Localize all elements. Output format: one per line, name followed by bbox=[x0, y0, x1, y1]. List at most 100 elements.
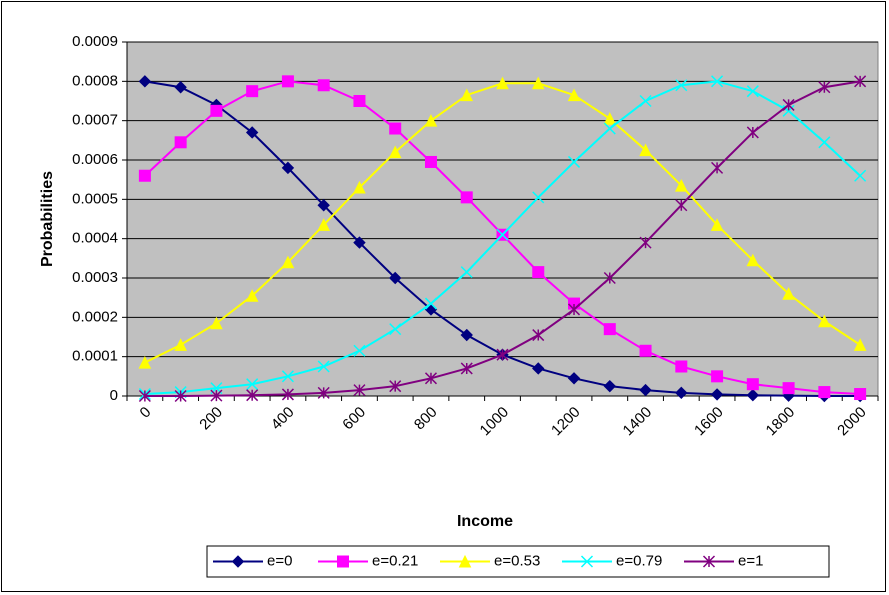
marker bbox=[317, 79, 330, 92]
marker bbox=[317, 199, 330, 212]
marker bbox=[711, 75, 724, 88]
y-tick-label: 0.0004 bbox=[72, 230, 118, 247]
marker bbox=[174, 81, 187, 94]
marker bbox=[746, 85, 759, 98]
marker bbox=[603, 112, 617, 125]
marker bbox=[281, 388, 294, 401]
legend-label: e=1 bbox=[738, 552, 763, 569]
marker bbox=[496, 228, 509, 241]
marker bbox=[782, 382, 795, 395]
marker bbox=[818, 81, 831, 94]
marker bbox=[532, 266, 545, 279]
marker bbox=[281, 255, 295, 269]
marker bbox=[353, 344, 366, 357]
marker bbox=[639, 383, 652, 397]
marker bbox=[424, 155, 437, 168]
marker bbox=[710, 218, 724, 231]
marker bbox=[389, 323, 402, 336]
marker bbox=[710, 388, 724, 401]
marker bbox=[567, 155, 581, 168]
marker bbox=[245, 126, 259, 139]
marker bbox=[317, 218, 330, 231]
marker bbox=[246, 389, 259, 402]
marker bbox=[460, 191, 473, 204]
marker bbox=[246, 85, 259, 98]
marker bbox=[138, 355, 152, 369]
marker bbox=[675, 386, 688, 400]
marker bbox=[210, 104, 223, 117]
marker bbox=[675, 178, 688, 192]
marker bbox=[711, 161, 724, 174]
marker bbox=[353, 236, 366, 249]
marker bbox=[496, 76, 509, 90]
marker bbox=[746, 389, 760, 402]
marker bbox=[603, 379, 616, 393]
y-tick-label: 0.0006 bbox=[72, 151, 118, 168]
marker bbox=[853, 338, 867, 351]
marker bbox=[639, 143, 652, 157]
marker bbox=[138, 389, 151, 403]
marker bbox=[818, 314, 831, 328]
marker bbox=[138, 169, 151, 182]
marker bbox=[246, 378, 259, 391]
marker bbox=[353, 384, 366, 397]
y-tick-label: 0 bbox=[110, 387, 118, 404]
marker bbox=[317, 386, 330, 399]
marker bbox=[603, 323, 616, 336]
marker bbox=[174, 338, 187, 351]
marker bbox=[639, 94, 652, 108]
marker bbox=[675, 360, 688, 373]
marker bbox=[174, 136, 187, 149]
marker bbox=[603, 271, 616, 285]
marker bbox=[567, 88, 581, 102]
marker bbox=[353, 180, 366, 194]
marker bbox=[603, 122, 616, 135]
marker bbox=[210, 389, 223, 402]
marker bbox=[458, 554, 472, 568]
marker bbox=[532, 362, 545, 375]
marker bbox=[580, 555, 594, 568]
marker bbox=[210, 316, 223, 330]
marker bbox=[702, 555, 716, 568]
marker bbox=[675, 79, 688, 92]
marker bbox=[567, 303, 581, 316]
legend-label: e=0.53 bbox=[494, 552, 540, 569]
y-tick-label: 0.0007 bbox=[72, 112, 118, 129]
legend-label: e=0.79 bbox=[616, 552, 662, 569]
marker bbox=[532, 329, 545, 342]
marker bbox=[245, 289, 259, 302]
marker bbox=[389, 122, 402, 135]
marker bbox=[496, 348, 509, 361]
marker bbox=[337, 555, 349, 568]
plot-area bbox=[126, 41, 879, 397]
marker bbox=[531, 76, 545, 90]
marker bbox=[353, 95, 366, 107]
marker bbox=[818, 136, 831, 149]
marker bbox=[532, 191, 545, 204]
marker bbox=[854, 388, 867, 401]
marker bbox=[746, 378, 759, 391]
marker bbox=[281, 75, 294, 88]
marker bbox=[389, 271, 402, 285]
marker bbox=[424, 297, 438, 310]
y-tick-label: 0.0005 bbox=[72, 190, 118, 207]
marker bbox=[567, 372, 581, 385]
marker bbox=[388, 145, 402, 159]
marker bbox=[854, 169, 867, 182]
marker bbox=[281, 370, 294, 383]
y-tick-label: 0.0009 bbox=[72, 33, 118, 50]
marker bbox=[639, 344, 652, 357]
marker bbox=[675, 199, 688, 212]
y-tick-label: 0.0002 bbox=[72, 308, 118, 325]
marker bbox=[174, 389, 187, 403]
x-axis-title: Income bbox=[457, 513, 513, 530]
legend-label: e=0 bbox=[267, 552, 292, 569]
marker bbox=[231, 555, 245, 568]
marker bbox=[460, 362, 473, 375]
legend: e=0 e=0.21 e=0.53 e=0.79 e=1 bbox=[206, 545, 830, 578]
marker bbox=[281, 161, 295, 175]
marker bbox=[782, 287, 795, 300]
marker bbox=[138, 75, 152, 88]
marker bbox=[317, 360, 330, 373]
